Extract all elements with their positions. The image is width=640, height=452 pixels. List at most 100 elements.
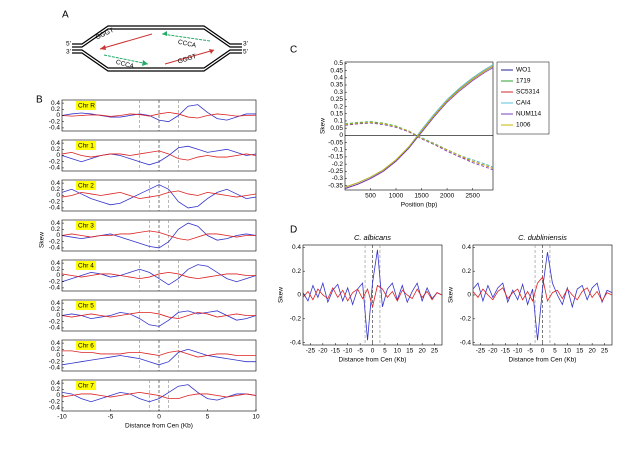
chart: 0.40.20-0.2-0.4 Chr 5 xyxy=(49,299,257,332)
series-line xyxy=(344,65,494,188)
replication-diagram: GGGT CCCA CCCA GGGT 5' 3' 3' 5' xyxy=(66,25,248,72)
x-tick-label: 5 xyxy=(206,414,210,421)
x-axis-label: Position (bp) xyxy=(401,202,438,209)
chart: 0.4 0.2 0 -0.2 -0.4 -25 -20 -15 -10 -5 0 5 10 15 20 25 C… xyxy=(448,233,613,364)
x-tick-label: 0 xyxy=(371,348,375,355)
end-label: 3' xyxy=(66,49,71,56)
x-tick-label: 15 xyxy=(576,348,584,355)
legend-label: NUM114 xyxy=(516,111,542,118)
x-tick-label: 25 xyxy=(431,348,439,355)
label-box xyxy=(76,221,96,230)
panel-letter: C xyxy=(290,45,297,56)
x-tick-label: 2000 xyxy=(440,193,455,200)
y-tick-label: -0.2 xyxy=(49,198,61,205)
y-tick-label: 0 xyxy=(56,152,60,159)
y-tick-label: 0.4 xyxy=(51,220,60,227)
y-tick-label: 0 xyxy=(467,292,471,299)
end-label: 3' xyxy=(243,41,248,48)
y-tick-label: 0.4 xyxy=(51,260,60,267)
legend-label: 1006 xyxy=(516,122,531,129)
series-line xyxy=(61,190,257,200)
y-tick-label: -0.4 xyxy=(460,339,472,346)
arrowhead xyxy=(209,49,214,54)
y-tick-label: -0.4 xyxy=(49,365,61,372)
x-tick-label: 500 xyxy=(365,193,376,200)
label-box xyxy=(76,101,96,110)
chart-label: Chr 7 xyxy=(78,383,94,390)
x-tick-label: 10 xyxy=(252,414,260,421)
label-box xyxy=(76,301,96,310)
y-tick-label: 0.2 xyxy=(462,268,471,275)
label-box xyxy=(76,261,96,270)
y-tick-label: 0.4 xyxy=(51,140,60,147)
strand xyxy=(72,52,242,72)
y-tick-label: -0.25 xyxy=(328,168,343,175)
series-line xyxy=(61,111,257,119)
y-tick-label: -0.05 xyxy=(328,139,343,146)
x-tick-label: -15 xyxy=(501,348,511,355)
x-axis-label: Distance from Cen (Kb) xyxy=(339,357,407,364)
y-tick-label: 0.4 xyxy=(51,180,60,187)
y-tick-label: -0.35 xyxy=(328,182,343,189)
y-tick-label: 0.2 xyxy=(51,306,60,313)
series-line xyxy=(61,384,257,403)
chart-label: Chr 6 xyxy=(78,343,94,350)
x-tick-label: -25 xyxy=(306,348,316,355)
x-tick-label: 25 xyxy=(601,348,609,355)
arrow xyxy=(161,33,211,42)
chart: 0.50.450.40.350.30.250.20.150.10.050-0.0… xyxy=(320,60,550,209)
y-tick-label: 0.2 xyxy=(292,268,301,275)
arrowhead xyxy=(162,31,167,36)
chart: 0.40.20-0.2-0.4 Chr 1 xyxy=(49,139,257,172)
legend-label: CAI4 xyxy=(516,100,531,107)
x-tick-label: -10 xyxy=(57,414,67,421)
y-tick-label: -0.15 xyxy=(328,154,343,161)
x-tick-label: 15 xyxy=(406,348,414,355)
chart-label: Chr R xyxy=(78,103,95,110)
legend-label: 1719 xyxy=(516,78,531,85)
end-label: 5' xyxy=(66,41,71,48)
y-tick-label: -0.2 xyxy=(332,161,344,168)
y-tick-label: -0.4 xyxy=(49,165,61,172)
y-tick-label: 0.4 xyxy=(462,244,471,251)
series-line xyxy=(302,249,443,341)
series-line xyxy=(472,252,613,341)
series-line xyxy=(61,230,256,241)
series-line xyxy=(472,276,613,303)
label-box xyxy=(76,341,96,350)
seq-label: CCCA xyxy=(115,59,135,71)
x-tick-label: -15 xyxy=(331,348,341,355)
x-tick-label: 10 xyxy=(564,348,572,355)
y-tick-label: -0.4 xyxy=(290,339,302,346)
y-tick-label: 0.4 xyxy=(334,75,343,82)
y-tick-label: -0.2 xyxy=(49,158,61,165)
y-axis-label: Skew xyxy=(278,287,285,303)
series-line xyxy=(61,311,256,320)
y-tick-label: 0.2 xyxy=(51,186,60,193)
y-tick-label: -0.4 xyxy=(49,205,61,212)
legend-box xyxy=(496,61,550,135)
series-line xyxy=(61,391,257,399)
y-axis-label: Skew xyxy=(320,118,327,134)
y-tick-label: -0.2 xyxy=(49,358,61,365)
series-line xyxy=(61,145,257,166)
series-line xyxy=(344,121,494,169)
label-box xyxy=(76,381,96,390)
chart-label: Chr 3 xyxy=(78,223,94,230)
y-tick-label: -0.3 xyxy=(332,175,344,182)
y-tick-label: 0 xyxy=(56,192,60,199)
panel-letter: D xyxy=(290,225,297,236)
x-tick-label: 0 xyxy=(157,414,161,421)
y-tick-label: 0 xyxy=(56,312,60,319)
x-tick-label: -20 xyxy=(318,348,328,355)
y-tick-label: 0 xyxy=(56,352,60,359)
x-tick-label: -10 xyxy=(513,348,523,355)
legend-label: SC5314 xyxy=(516,89,540,96)
y-tick-label: 0.4 xyxy=(51,300,60,307)
strand xyxy=(72,49,242,69)
y-tick-label: -0.2 xyxy=(290,316,302,323)
y-tick-label: -0.4 xyxy=(49,125,61,132)
series-line xyxy=(61,104,256,123)
